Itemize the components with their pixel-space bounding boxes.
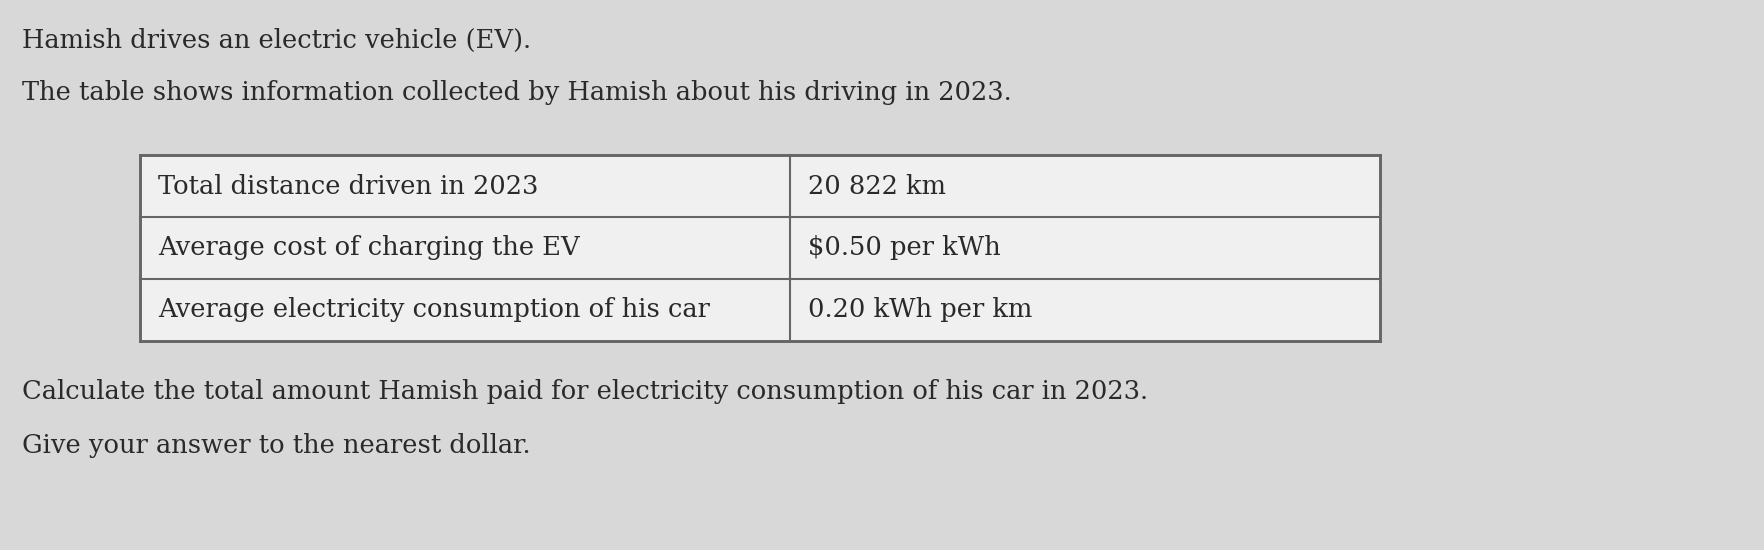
Text: Hamish drives an electric vehicle (EV).: Hamish drives an electric vehicle (EV). <box>21 28 531 53</box>
Text: 0.20 kWh per km: 0.20 kWh per km <box>808 298 1032 322</box>
Text: Average cost of charging the EV: Average cost of charging the EV <box>159 235 579 261</box>
Text: Calculate the total amount Hamish paid for electricity consumption of his car in: Calculate the total amount Hamish paid f… <box>21 379 1147 404</box>
Text: $0.50 per kWh: $0.50 per kWh <box>808 235 1000 261</box>
Text: The table shows information collected by Hamish about his driving in 2023.: The table shows information collected by… <box>21 80 1011 105</box>
Text: Average electricity consumption of his car: Average electricity consumption of his c… <box>159 298 709 322</box>
Text: 20 822 km: 20 822 km <box>808 173 946 199</box>
Bar <box>139 155 1379 341</box>
Text: Give your answer to the nearest dollar.: Give your answer to the nearest dollar. <box>21 433 531 458</box>
Text: Total distance driven in 2023: Total distance driven in 2023 <box>159 173 538 199</box>
